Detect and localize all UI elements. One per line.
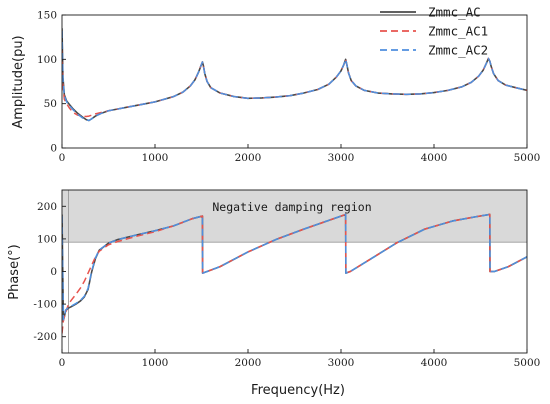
phase-ytick-label: -200 bbox=[33, 331, 57, 343]
phase-ytick-label: -100 bbox=[33, 299, 57, 311]
legend-label-zmmc-ac2: Zmmc_AC2 bbox=[428, 43, 488, 58]
amplitude-ytick-label: 50 bbox=[44, 98, 57, 110]
amplitude-xtick-label: 0 bbox=[59, 152, 66, 164]
negative-damping-label: Negative damping region bbox=[212, 200, 371, 214]
phase-series-zmmc-ac1 bbox=[62, 213, 527, 334]
amplitude-xtick-label: 2000 bbox=[235, 152, 262, 164]
amplitude-xtick-label: 4000 bbox=[421, 152, 448, 164]
phase-xtick-label: 4000 bbox=[421, 357, 448, 369]
phase-xtick-label: 2000 bbox=[235, 357, 262, 369]
amplitude-ylabel: Amplitude(pu) bbox=[11, 35, 26, 128]
phase-xtick-label: 3000 bbox=[328, 357, 355, 369]
amplitude-plot-area bbox=[62, 15, 527, 148]
amplitude-ytick-label: 150 bbox=[37, 10, 57, 22]
amplitude-xtick-label: 3000 bbox=[328, 152, 355, 164]
amplitude-xtick-label: 5000 bbox=[514, 152, 541, 164]
legend-label-zmmc-ac: Zmmc_AC bbox=[428, 5, 481, 20]
amplitude-xtick-label: 1000 bbox=[142, 152, 169, 164]
amplitude-ytick-label: 100 bbox=[37, 54, 57, 66]
legend: Zmmc_AC Zmmc_AC1 Zmmc_AC2 bbox=[380, 5, 488, 58]
phase-xtick-label: 5000 bbox=[514, 357, 541, 369]
phase-ytick-label: 100 bbox=[37, 233, 57, 245]
legend-label-zmmc-ac1: Zmmc_AC1 bbox=[428, 24, 488, 39]
phase-series-zmmc-ac2 bbox=[62, 213, 527, 321]
phase-xtick-label: 0 bbox=[59, 357, 66, 369]
amplitude-plot-frame bbox=[61, 14, 528, 149]
amplitude-ytick-label: 0 bbox=[50, 143, 57, 155]
phase-ytick-label: 200 bbox=[37, 201, 57, 213]
phase-xtick-label: 1000 bbox=[142, 357, 169, 369]
phase-ylabel: Phase(°) bbox=[7, 244, 22, 299]
phase-ytick-label: 0 bbox=[50, 266, 57, 278]
negative-damping-region bbox=[62, 190, 527, 243]
amplitude-series-zmmc-ac2 bbox=[62, 30, 527, 122]
amplitude-panel: 0 1000 2000 3000 4000 5000 0 50 100 150 Amplitude… bbox=[11, 10, 540, 165]
frequency-xlabel: Frequency(Hz) bbox=[251, 383, 345, 398]
phase-panel: Negative damping region 0 1000 2000 3000 400… bbox=[7, 189, 541, 398]
